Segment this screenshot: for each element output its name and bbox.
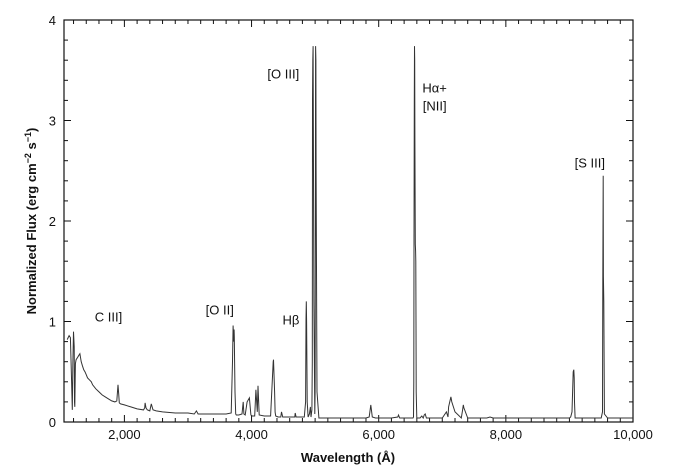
- y-axis-title-mid: s: [24, 142, 39, 153]
- y-tick-label: 0: [49, 415, 56, 430]
- line-annotation: Hβ: [283, 313, 300, 328]
- axis-ticks: [64, 19, 634, 423]
- plot-frame: [63, 19, 634, 423]
- y-tick-label: 4: [49, 13, 56, 28]
- line-annotation: C III]: [95, 310, 122, 325]
- x-tick-label: 6,000: [362, 427, 395, 442]
- tick-labels: 2,000 4,000 6,000 8,000 10,000 0 1 2 3 4: [49, 13, 653, 442]
- line-annotation: [O II]: [206, 302, 234, 317]
- y-axis-title-sup2: −1: [23, 132, 33, 142]
- x-tick-label: 8,000: [490, 427, 523, 442]
- y-tick-label: 1: [49, 315, 56, 330]
- line-annotation: Hα+: [422, 80, 447, 95]
- y-axis-title: Normalized Flux (erg cm−2 s−1): [23, 128, 39, 315]
- y-tick-label: 2: [49, 214, 56, 229]
- line-annotation: [O III]: [267, 66, 299, 81]
- y-axis-title-end: ): [24, 128, 39, 132]
- y-axis-title-sup1: −2: [23, 153, 33, 163]
- y-tick-label: 3: [49, 114, 56, 129]
- line-annotations: C III] [O II] Hβ [O III] Hα+ [NII] [S III]: [95, 66, 605, 327]
- spectrum-line: [66, 46, 633, 420]
- line-annotation: [NII]: [423, 98, 447, 113]
- x-tick-label: 4,000: [235, 427, 268, 442]
- x-tick-label: 2,000: [108, 427, 141, 442]
- y-axis-title-main: Normalized Flux (erg cm: [24, 163, 39, 314]
- x-axis-title: Wavelength (Å): [301, 450, 395, 465]
- line-annotation: [S III]: [575, 156, 605, 171]
- x-tick-label: 10,000: [613, 427, 653, 442]
